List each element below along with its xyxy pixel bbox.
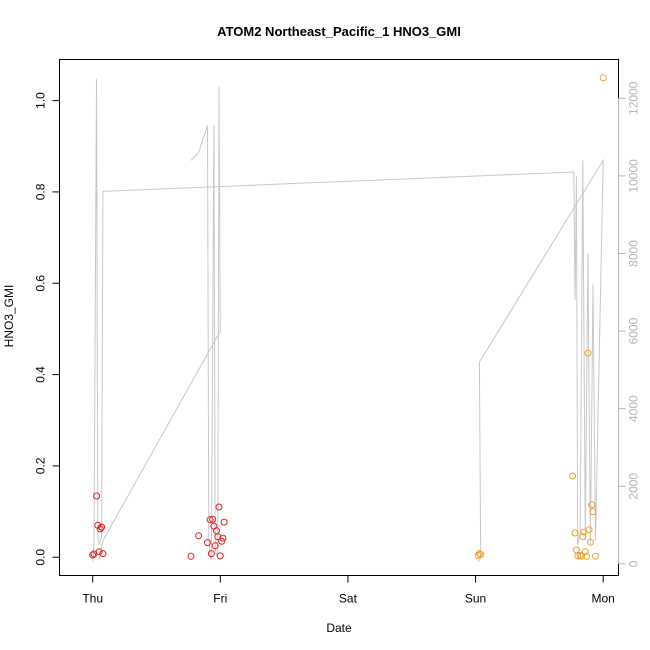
x-tick-label: Mon — [592, 592, 615, 606]
data-point — [571, 529, 579, 537]
data-point — [586, 538, 594, 546]
points-layer — [89, 74, 607, 560]
data-point — [206, 516, 214, 524]
y2-tick-label: 6000 — [627, 317, 641, 344]
data-point — [96, 525, 104, 533]
data-point — [599, 74, 607, 82]
data-point — [578, 552, 585, 560]
data-point — [569, 472, 577, 480]
data-point — [220, 518, 228, 526]
data-point — [187, 552, 195, 560]
data-point — [195, 532, 203, 540]
x-tick-label: Sat — [339, 592, 358, 606]
data-point — [583, 552, 591, 560]
y2-tick-label: 10000 — [627, 159, 641, 193]
altitude-line — [92, 78, 604, 563]
x-tick-label: Fri — [213, 592, 227, 606]
data-point — [204, 539, 211, 547]
data-point — [89, 551, 97, 559]
data-point — [572, 546, 580, 554]
y2-tick-label: 8000 — [627, 240, 641, 267]
data-point — [93, 492, 100, 500]
data-point — [215, 503, 223, 511]
x-tick-label: Sun — [465, 592, 486, 606]
y-tick-label: 0.2 — [34, 457, 48, 474]
data-point — [219, 534, 227, 542]
data-point — [99, 550, 107, 558]
data-point — [588, 501, 596, 509]
data-point — [211, 542, 219, 550]
y2-tick-label: 4000 — [627, 395, 641, 422]
plot-area — [59, 59, 619, 576]
altitude-line-layer — [92, 78, 604, 563]
y-axis-label: HNO3_GMI — [2, 285, 16, 348]
y-tick-label: 0.0 — [34, 549, 48, 566]
data-point — [214, 533, 222, 541]
data-point — [589, 508, 597, 516]
data-point — [216, 552, 224, 560]
x-axis: Thu Fri Sat Sun Mon — [82, 575, 615, 606]
y-axis: 0.0 0.2 0.4 0.6 0.8 1.0 — [34, 92, 60, 566]
data-point — [98, 523, 106, 531]
data-point — [592, 552, 599, 560]
y-tick-label: 1.0 — [34, 92, 48, 109]
y-tick-label: 0.6 — [34, 275, 48, 292]
data-point — [585, 526, 593, 534]
altitude-line — [98, 86, 221, 561]
data-point — [477, 551, 485, 558]
data-point — [95, 548, 103, 556]
data-point — [209, 515, 217, 523]
chart-title: ATOM2 Northeast_Pacific_1 HNO3_GMI — [217, 24, 461, 39]
data-point — [213, 527, 220, 535]
data-point — [574, 552, 582, 560]
x-axis-label: Date — [326, 621, 352, 635]
y2-tick-label: 12000 — [627, 81, 641, 115]
data-point — [581, 548, 589, 556]
data-point — [584, 349, 592, 357]
data-point — [475, 550, 483, 558]
y-tick-label: 0.4 — [34, 366, 48, 383]
y2-tick-label: 0 — [627, 560, 641, 567]
data-point — [218, 537, 226, 545]
y2-tick-label: 2000 — [627, 473, 641, 500]
x-tick-label: Thu — [82, 592, 103, 606]
data-point — [207, 550, 215, 558]
data-point — [579, 533, 587, 541]
data-point — [576, 551, 584, 559]
y-tick-label: 0.8 — [34, 183, 48, 200]
y-axis-right: 0 2000 4000 6000 8000 10000 12000 — [618, 81, 641, 567]
